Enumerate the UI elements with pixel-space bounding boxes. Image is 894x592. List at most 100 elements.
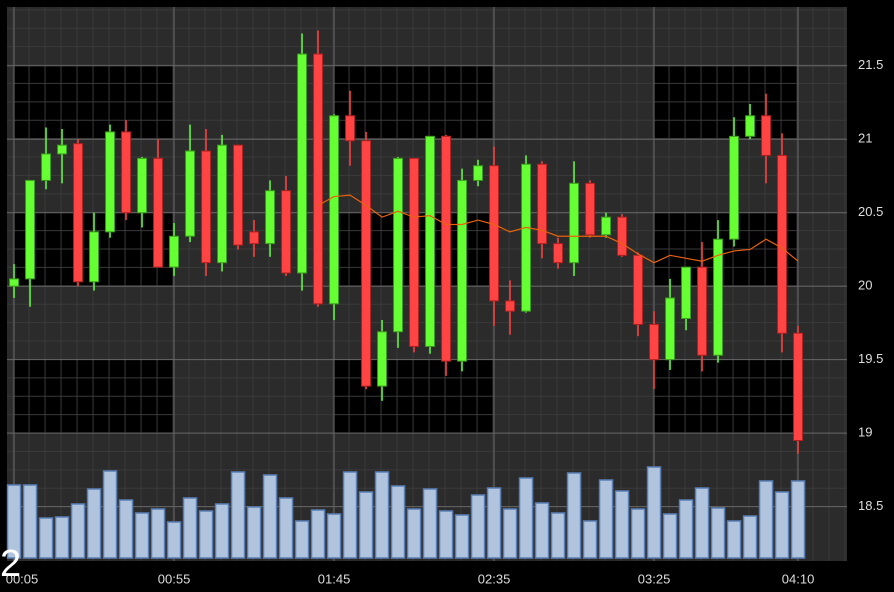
volume-bar [198,510,214,559]
candle-body [9,278,20,287]
volume-bar [502,508,518,559]
volume-bar [38,517,54,559]
y-tick-label: 19 [858,425,872,440]
y-tick-label: 20 [858,278,872,293]
candle-body [441,135,452,362]
candle-body [569,182,580,264]
volume-bar [454,514,470,559]
volume-bar [662,513,678,559]
volume-bar [262,474,278,559]
volume-bar [358,491,374,559]
y-tick-label: 18.5 [858,498,883,513]
candle-body [409,157,420,347]
volume-bar [614,490,630,559]
y-tick-label: 20.5 [858,204,883,219]
volume-bar [150,508,166,559]
candle-body [697,266,708,356]
x-tick-label: 00:55 [158,571,191,586]
candle-body [713,238,724,356]
volume-bar [246,506,262,559]
volume-bar [646,466,662,559]
x-tick-label: 03:25 [638,571,671,586]
candle-body [777,154,788,334]
volume-bar [758,480,774,559]
volume-bar [742,515,758,559]
candle-body [393,157,404,333]
candle-body [681,266,692,320]
candle-body [633,254,644,325]
y-tick-label: 21 [858,131,872,146]
candle-body [537,163,548,245]
candle-body [313,53,324,305]
candle-body [457,179,468,362]
candle-body [505,300,516,312]
candle-body [521,163,532,312]
candle-body [473,165,484,181]
candle-body [233,144,244,246]
candle-body [105,131,116,233]
candle-body [89,231,100,283]
y-tick-label: 19.5 [858,351,883,366]
volume-bar [438,510,454,559]
volume-bar [278,497,294,559]
volume-bar [342,471,358,559]
candle-body [745,115,756,137]
candle-body [121,131,132,214]
volume-bar [102,470,118,559]
candle-body [281,190,292,274]
corner-label: 2 [0,543,21,585]
volume-bar [70,503,86,559]
candle-body [201,150,212,264]
volume-bar [774,491,790,559]
candle-body [617,216,628,256]
candle-body [793,332,804,442]
volume-bar [630,508,646,559]
volume-bar [486,487,502,559]
candle-body [649,323,660,361]
volume-bar [598,479,614,559]
candle-body [601,216,612,236]
candle-body [249,231,260,245]
volume-bar [790,480,806,559]
candle-body [41,153,52,181]
volume-bar [694,487,710,559]
volume-bar [710,507,726,559]
volume-bar [118,499,134,559]
volume-bar [374,471,390,559]
candle-body [729,135,740,240]
volume-bar [678,499,694,559]
candle-body [137,157,148,214]
band [653,65,798,140]
x-tick-label: 00:05 [6,571,39,586]
volume-bar [134,512,150,559]
x-tick-label: 04:10 [782,571,815,586]
candle-body [217,144,228,264]
candle-body [153,157,164,268]
candle-body [425,135,436,347]
candle-body [361,140,372,387]
candle-body [297,53,308,274]
volume-bar [534,502,550,559]
volume-bar [550,512,566,559]
candle-body [665,297,676,361]
volume-bar [470,494,486,559]
candle-body [25,179,36,280]
volume-bar [310,509,326,559]
volume-bar [566,472,582,559]
candle-body [329,115,340,305]
volume-bar [166,521,182,559]
volume-bar [214,503,230,559]
candle-body [265,190,276,245]
volume-bar [182,497,198,559]
candle-body [185,150,196,237]
volume-bar [326,513,342,559]
volume-bar [390,485,406,559]
volume-bar [518,477,534,559]
candle-body [553,243,564,264]
y-tick-label: 21.5 [858,57,883,72]
candle-body [169,235,180,268]
volume-bar [86,488,102,559]
volume-bar [726,520,742,559]
volume-bar [6,484,22,559]
